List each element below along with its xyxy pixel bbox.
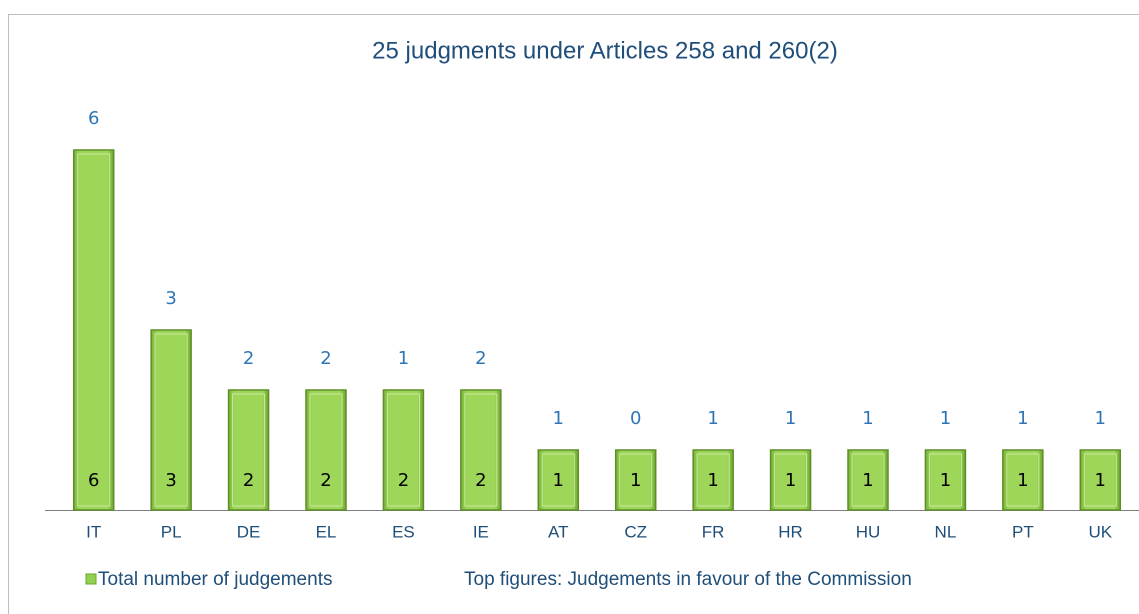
x-tick-label: EL <box>316 522 337 541</box>
data-label: 2 <box>243 470 254 491</box>
bar <box>460 389 502 511</box>
data-label: 6 <box>88 470 99 491</box>
bar <box>847 449 889 511</box>
bar-inner <box>1006 453 1040 507</box>
bar-inner <box>232 393 266 507</box>
top-figure: 6 <box>88 108 99 129</box>
bar-inner <box>774 453 808 507</box>
legend-label: Total number of judgements <box>98 569 332 590</box>
x-tick-label: IE <box>473 522 489 541</box>
bar <box>382 389 425 511</box>
bar-inner <box>928 453 962 507</box>
top-figure: 2 <box>475 348 486 369</box>
bar <box>692 449 734 511</box>
data-label: 2 <box>475 470 486 491</box>
x-tick-label: HU <box>856 522 881 541</box>
top-figure: 1 <box>940 408 951 429</box>
data-label: 1 <box>707 470 718 491</box>
bar <box>924 449 967 511</box>
data-label: 2 <box>320 470 331 491</box>
bar <box>537 449 580 511</box>
bar-inner <box>541 453 575 507</box>
x-tick-label: UK <box>1088 522 1112 541</box>
x-tick-label: DE <box>237 522 261 541</box>
legend-swatch <box>85 573 97 585</box>
bar-inner <box>154 333 188 507</box>
x-tick-label: FR <box>702 522 725 541</box>
top-figure: 1 <box>1017 408 1028 429</box>
annotation: Top figures: Judgements in favour of the… <box>464 569 912 590</box>
bar <box>1079 449 1122 511</box>
bar-inner <box>309 393 343 507</box>
bar-inner <box>386 393 420 507</box>
bar-inner <box>619 453 653 507</box>
top-figure: 2 <box>320 348 331 369</box>
x-tick-label: NL <box>935 522 957 541</box>
x-tick-label: IT <box>86 522 101 541</box>
data-label: 1 <box>630 470 641 491</box>
top-figure: 1 <box>553 408 564 429</box>
data-label: 2 <box>398 470 409 491</box>
bar <box>150 329 192 511</box>
bar <box>1002 449 1044 511</box>
bar <box>614 449 657 511</box>
bar <box>227 389 270 511</box>
x-tick-label: CZ <box>624 522 647 541</box>
x-tick-label: PL <box>161 522 182 541</box>
top-figure: 1 <box>785 408 796 429</box>
x-tick-label: AT <box>548 522 568 541</box>
chart-frame <box>8 14 1139 614</box>
bar-inner <box>1083 453 1117 507</box>
x-tick-label: HR <box>778 522 803 541</box>
data-label: 1 <box>1017 470 1028 491</box>
bar-inner <box>77 153 111 507</box>
bar <box>72 149 115 511</box>
top-figure: 1 <box>862 408 873 429</box>
top-figure: 3 <box>165 288 176 309</box>
x-tick-label: ES <box>392 522 415 541</box>
data-label: 3 <box>165 470 176 491</box>
data-label: 1 <box>553 470 564 491</box>
bar <box>769 449 812 511</box>
data-label: 1 <box>1095 470 1106 491</box>
bar-inner <box>696 453 730 507</box>
top-figure: 0 <box>630 408 641 429</box>
chart-title: 25 judgments under Articles 258 and 260(… <box>372 37 838 64</box>
top-figure: 1 <box>1095 408 1106 429</box>
data-label: 1 <box>862 470 873 491</box>
top-figure: 2 <box>243 348 254 369</box>
top-figure: 1 <box>707 408 718 429</box>
bar <box>305 389 347 511</box>
data-label: 1 <box>785 470 796 491</box>
top-figure: 1 <box>398 348 409 369</box>
bar-inner <box>851 453 885 507</box>
x-tick-label: PT <box>1012 522 1034 541</box>
data-label: 1 <box>940 470 951 491</box>
bar-inner <box>464 393 498 507</box>
